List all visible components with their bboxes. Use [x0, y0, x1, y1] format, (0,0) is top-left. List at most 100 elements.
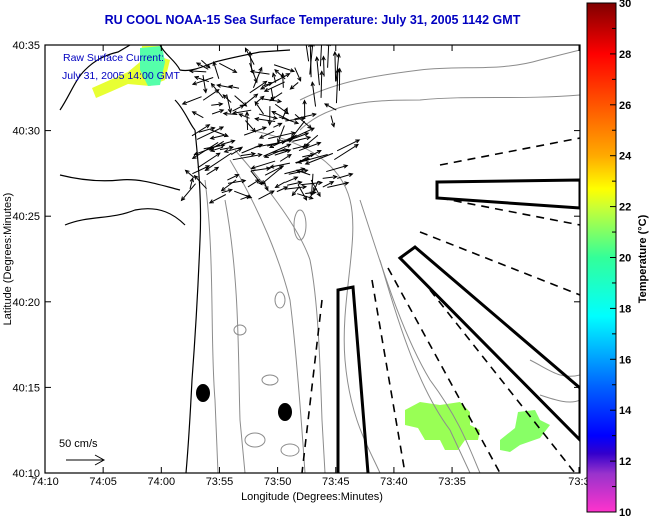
- x-tick-label: 73:50: [264, 476, 292, 488]
- current-vector: [184, 169, 195, 179]
- current-vector: [284, 167, 306, 175]
- current-vector: [201, 59, 211, 69]
- current-vector: [337, 172, 354, 179]
- x-axis-label: Longitude (Degrees:Minutes): [241, 491, 383, 503]
- current-vector: [209, 146, 224, 153]
- sampling-boxes: [336, 178, 580, 473]
- current-vector: [322, 181, 335, 188]
- current-vector: [314, 56, 320, 86]
- current-vector: [335, 52, 341, 82]
- current-vector: [240, 151, 257, 157]
- current-vector: [279, 153, 292, 162]
- figure-title: RU COOL NOAA-15 Sea Surface Temperature:…: [104, 13, 521, 27]
- coastline: [59, 45, 291, 473]
- y-tick-label: 40:30: [12, 126, 40, 138]
- current-vector: [198, 126, 216, 133]
- current-vector: [238, 113, 250, 119]
- x-tick-label: 74:10: [31, 476, 59, 488]
- colorbar-tick-label: 12: [619, 456, 631, 468]
- current-vector: [273, 73, 291, 83]
- current-vector: [250, 170, 263, 186]
- contour: [229, 159, 306, 473]
- current-vector: [204, 152, 232, 172]
- x-tick-label: 73:55: [206, 476, 234, 488]
- contour: [280, 443, 300, 457]
- contour: [293, 209, 307, 241]
- surface-current-vectors: [180, 45, 361, 204]
- current-vector: [221, 188, 233, 194]
- colorbar-tick-label: 22: [619, 202, 631, 214]
- current-vector: [276, 186, 289, 193]
- contour: [359, 199, 481, 473]
- current-vector: [319, 45, 324, 67]
- current-vector: [297, 193, 314, 200]
- contour: [224, 199, 246, 473]
- sst-patch-northwest-cool: [140, 46, 165, 86]
- current-vector: [272, 148, 290, 154]
- colorbar-tick-label: 20: [619, 253, 631, 265]
- current-vector: [290, 120, 305, 140]
- current-vector: [249, 80, 268, 94]
- current-vector: [191, 111, 204, 119]
- x-tick-label: 73:3: [568, 476, 589, 488]
- y-tick-label: 40:10: [12, 468, 40, 480]
- current-vector: [327, 181, 350, 188]
- current-vector: [263, 81, 285, 92]
- current-vector: [219, 145, 234, 151]
- current-vector: [240, 195, 251, 200]
- current-vector: [258, 130, 275, 139]
- current-vector: [326, 164, 349, 173]
- contour: [204, 179, 219, 473]
- current-vector: [296, 154, 328, 164]
- current-vector: [202, 75, 208, 94]
- current-vector: [285, 184, 308, 190]
- current-vector: [289, 82, 299, 90]
- current-vector: [271, 110, 290, 121]
- current-vector: [258, 113, 279, 120]
- scale-arrow: [66, 454, 106, 466]
- current-vector: [202, 89, 220, 101]
- box-southeast: [397, 245, 580, 443]
- current-vector: [188, 68, 207, 74]
- y-tick-label: 40:15: [12, 382, 40, 394]
- annotation-line1: Raw Surface Current:: [63, 52, 164, 64]
- current-vector: [334, 143, 359, 161]
- current-vector: [210, 129, 229, 138]
- current-vector: [309, 173, 314, 197]
- x-axis: 74:10 74:05 74:00 73:55 73:50 73:45 73:40 73:35…: [31, 45, 590, 488]
- current-vector: [234, 95, 248, 107]
- contour: [379, 259, 471, 473]
- colorbar-tick-label: 18: [619, 303, 631, 315]
- current-vector: [254, 116, 276, 123]
- current-vector: [216, 83, 232, 89]
- bathymetry-contours: [204, 49, 580, 473]
- current-vector: [243, 126, 268, 136]
- current-vector: [321, 55, 326, 77]
- current-vector: [245, 120, 257, 133]
- current-vector: [302, 99, 307, 119]
- current-vector: [181, 96, 202, 105]
- current-vector: [191, 124, 211, 137]
- current-vector: [291, 186, 300, 197]
- current-vector: [277, 125, 285, 144]
- current-vector: [180, 183, 196, 202]
- colorbar-tick-label: 28: [619, 49, 631, 61]
- contour: [249, 129, 381, 473]
- current-vector: [208, 194, 227, 204]
- current-vector: [226, 94, 233, 114]
- current-vector: [302, 134, 319, 149]
- annotation-line2: July 31, 2005 14:00 GMT: [62, 70, 180, 82]
- current-vector: [189, 177, 194, 190]
- current-vector: [284, 176, 299, 183]
- current-vector: [192, 165, 211, 175]
- current-vector: [268, 131, 296, 140]
- current-vector: [221, 139, 236, 145]
- current-vector: [270, 88, 275, 102]
- transect-dashed-lines: [301, 137, 580, 473]
- current-vector: [231, 147, 243, 156]
- x-tick-label: 73:45: [322, 476, 350, 488]
- y-tick-label: 40:25: [12, 211, 40, 223]
- current-vector: [193, 144, 221, 156]
- y-tick-label: 40:35: [12, 40, 40, 52]
